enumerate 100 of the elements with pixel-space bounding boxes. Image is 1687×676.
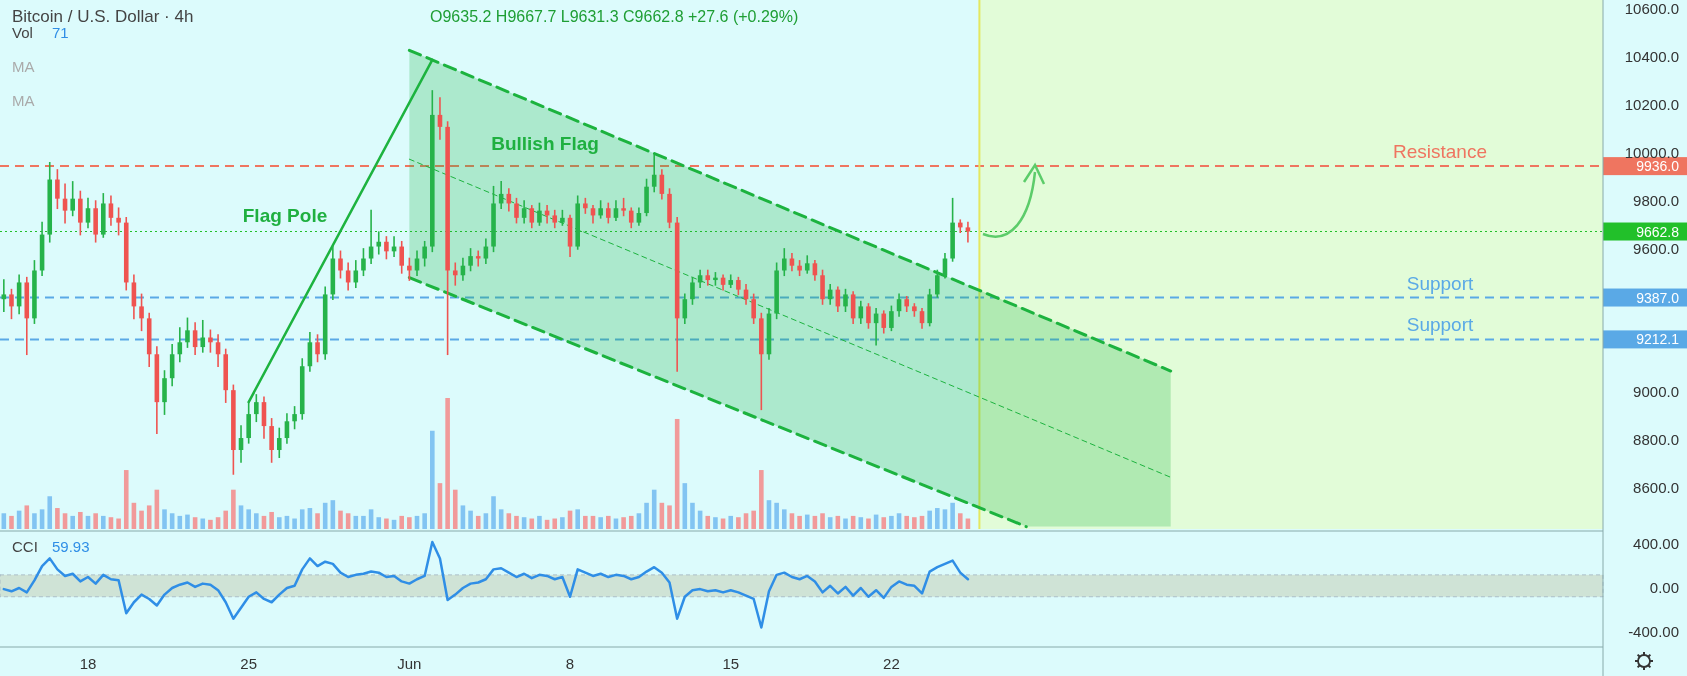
annotation: Flag Pole bbox=[242, 205, 328, 226]
y-tick-label: 8800.0 bbox=[1633, 431, 1679, 449]
bar bbox=[384, 518, 389, 529]
x-tick-label: 15 bbox=[722, 655, 740, 672]
candlestick bbox=[162, 370, 167, 415]
candlestick bbox=[85, 197, 91, 229]
chart-title: CCI bbox=[12, 538, 38, 555]
y-tick-label: 0.00 bbox=[1649, 578, 1679, 596]
bar bbox=[957, 513, 963, 529]
candlestick bbox=[475, 250, 481, 267]
bar bbox=[491, 496, 496, 529]
chart-title: Bitcoin / U.S. Dollar · 4h bbox=[12, 7, 194, 26]
ref-line-label: Support bbox=[1406, 272, 1474, 294]
x-tick-label: 22 bbox=[883, 655, 900, 672]
bar bbox=[422, 513, 427, 529]
bar bbox=[468, 510, 473, 529]
bar bbox=[208, 519, 213, 529]
bar bbox=[912, 517, 917, 529]
candlestick bbox=[751, 293, 756, 324]
bar bbox=[123, 470, 129, 529]
bar bbox=[116, 518, 121, 529]
annotation: MA bbox=[12, 58, 35, 75]
candlestick bbox=[9, 288, 14, 320]
bar bbox=[736, 517, 741, 529]
y-tick-label: -400.00 bbox=[1628, 622, 1679, 640]
bar bbox=[881, 517, 887, 529]
bar bbox=[927, 510, 932, 529]
bar bbox=[713, 517, 718, 529]
candlestick bbox=[254, 394, 259, 423]
bar bbox=[781, 509, 787, 529]
candlestick bbox=[276, 427, 282, 458]
candlestick bbox=[315, 334, 320, 363]
y-tick-label: 10000.0 bbox=[1624, 143, 1679, 161]
candlestick bbox=[376, 231, 382, 255]
candlestick bbox=[1, 279, 7, 312]
bar bbox=[797, 515, 802, 529]
bar bbox=[139, 510, 144, 529]
candlestick bbox=[70, 181, 75, 217]
bar bbox=[751, 510, 756, 529]
bar bbox=[644, 502, 649, 529]
bar bbox=[47, 496, 53, 529]
bar bbox=[101, 515, 106, 529]
candlestick bbox=[108, 195, 114, 226]
bar bbox=[445, 398, 450, 529]
bar bbox=[452, 489, 458, 529]
candlestick bbox=[384, 236, 389, 260]
bar bbox=[338, 510, 343, 529]
bar bbox=[299, 509, 305, 529]
bar bbox=[560, 517, 565, 529]
bar bbox=[728, 515, 734, 529]
bar bbox=[200, 518, 206, 529]
annotation: MA bbox=[12, 92, 35, 109]
bar bbox=[223, 510, 229, 529]
bar bbox=[950, 502, 955, 529]
candlestick bbox=[338, 250, 343, 279]
bar bbox=[376, 517, 382, 529]
bar bbox=[24, 505, 30, 529]
y-tick-label: 9212.1 bbox=[1636, 331, 1680, 348]
y-tick-label: 8600.0 bbox=[1633, 478, 1679, 496]
candlestick bbox=[606, 202, 611, 224]
bar bbox=[231, 489, 236, 529]
bar bbox=[361, 515, 366, 529]
y-tick-label: 9662.8 bbox=[1636, 223, 1680, 240]
bar bbox=[315, 513, 320, 529]
bar bbox=[162, 509, 167, 529]
bar bbox=[759, 470, 764, 529]
candlestick bbox=[690, 276, 695, 305]
bar bbox=[514, 515, 519, 529]
candlestick bbox=[728, 274, 734, 289]
candlestick bbox=[269, 418, 274, 463]
bar bbox=[146, 505, 152, 529]
candlestick bbox=[957, 219, 963, 233]
candlestick bbox=[514, 197, 519, 224]
bar bbox=[292, 518, 297, 529]
annotation: 71 bbox=[52, 24, 69, 41]
candlestick bbox=[651, 154, 657, 193]
bar bbox=[407, 517, 412, 529]
candlestick bbox=[200, 319, 206, 353]
candlestick bbox=[521, 200, 527, 224]
candlestick bbox=[889, 305, 894, 332]
bar bbox=[276, 517, 282, 529]
bar bbox=[667, 505, 672, 529]
bar bbox=[552, 518, 558, 529]
bar bbox=[269, 511, 274, 529]
bar bbox=[705, 515, 711, 529]
candlestick bbox=[705, 269, 711, 286]
candlestick bbox=[781, 248, 787, 277]
bar bbox=[866, 518, 871, 529]
ref-line-label: Resistance bbox=[1393, 141, 1487, 163]
candlestick bbox=[55, 169, 60, 210]
candlestick bbox=[422, 240, 427, 267]
candlestick bbox=[139, 293, 144, 332]
candlestick bbox=[399, 240, 404, 274]
bar bbox=[904, 515, 909, 529]
y-tick-label: 10600.0 bbox=[1624, 0, 1679, 18]
x-tick-label: 8 bbox=[565, 655, 575, 672]
bar bbox=[399, 515, 404, 529]
candlestick bbox=[116, 207, 121, 236]
bar bbox=[55, 508, 60, 529]
y-tick-label: 9387.0 bbox=[1636, 289, 1680, 306]
